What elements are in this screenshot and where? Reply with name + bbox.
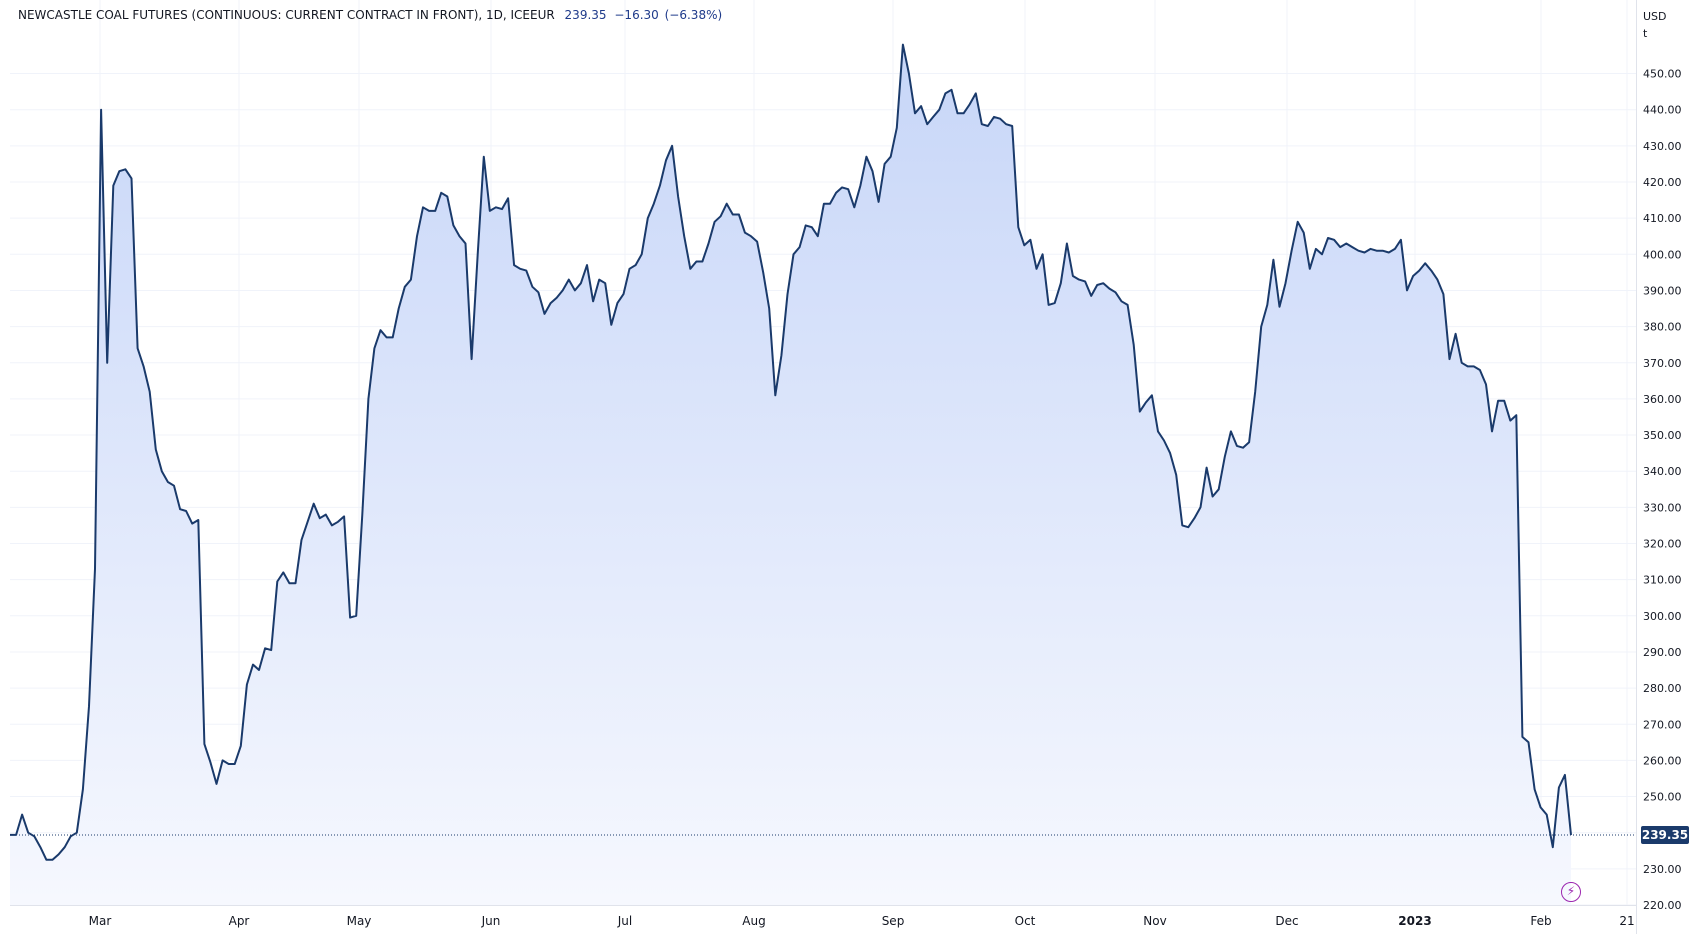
y-tick-label: 380.00 [1643, 321, 1682, 334]
x-tick-label: Sep [882, 914, 905, 928]
y-tick-label: 310.00 [1643, 574, 1682, 587]
x-tick-label: 2023 [1398, 914, 1431, 928]
y-tick-label: 250.00 [1643, 791, 1682, 804]
y-tick-label: 230.00 [1643, 863, 1682, 876]
time-axis[interactable]: Mar Apr May Jun Jul Aug Sep Oct Nov Dec 2023 Feb 21 [89, 914, 1635, 928]
y-tick-label: 220.00 [1643, 899, 1682, 912]
y-tick-label: 320.00 [1643, 538, 1682, 551]
chart-legend: NEWCASTLE COAL FUTURES (CONTINUOUS: CURR… [18, 8, 722, 22]
y-tick-label: 420.00 [1643, 176, 1682, 189]
x-tick-label: Jun [481, 914, 501, 928]
x-tick-label: Mar [89, 914, 112, 928]
x-tick-label: 21 [1619, 914, 1634, 928]
lightning-icon[interactable]: ⚡ [1561, 882, 1581, 902]
y-tick-label: 280.00 [1643, 682, 1682, 695]
last-price-badge: 239.35 [1641, 826, 1689, 845]
y-tick-label: 260.00 [1643, 754, 1682, 767]
x-tick-label: May [347, 914, 372, 928]
price-area-fill [10, 44, 1571, 906]
x-tick-label: Jul [617, 914, 632, 928]
y-tick-label: 270.00 [1643, 718, 1682, 731]
currency-label: USD [1643, 10, 1667, 23]
y-tick-label: 410.00 [1643, 212, 1682, 225]
y-tick-label: 330.00 [1643, 501, 1682, 514]
y-tick-label: 360.00 [1643, 393, 1682, 406]
y-tick-label: 290.00 [1643, 646, 1682, 659]
symbol-title: NEWCASTLE COAL FUTURES (CONTINUOUS: CURR… [18, 8, 555, 22]
y-tick-label: 440.00 [1643, 104, 1682, 117]
x-tick-label: Oct [1015, 914, 1036, 928]
price-line [10, 43, 1572, 861]
y-tick-label: 390.00 [1643, 284, 1682, 297]
y-tick-label: 400.00 [1643, 248, 1682, 261]
x-tick-label: Nov [1143, 914, 1166, 928]
y-tick-label: 370.00 [1643, 357, 1682, 370]
x-tick-label: Apr [229, 914, 250, 928]
price-change: −16.30 [614, 8, 659, 22]
last-price-label: 239.35 [1642, 828, 1688, 842]
price-axis[interactable]: 220.00230.00240.00250.00260.00270.00280.… [1643, 68, 1682, 912]
x-tick-label: Feb [1530, 914, 1551, 928]
unit-label: t [1643, 27, 1648, 40]
x-tick-label: Aug [742, 914, 765, 928]
y-tick-label: 300.00 [1643, 610, 1682, 623]
currency-unit[interactable]: USD t [1643, 8, 1667, 42]
x-tick-label: Dec [1275, 914, 1298, 928]
y-tick-label: 450.00 [1643, 68, 1682, 81]
y-tick-label: 340.00 [1643, 465, 1682, 478]
last-price: 239.35 [564, 8, 607, 22]
price-change-percent: (−6.38%) [664, 8, 723, 22]
y-tick-label: 430.00 [1643, 140, 1682, 153]
y-tick-label: 350.00 [1643, 429, 1682, 442]
